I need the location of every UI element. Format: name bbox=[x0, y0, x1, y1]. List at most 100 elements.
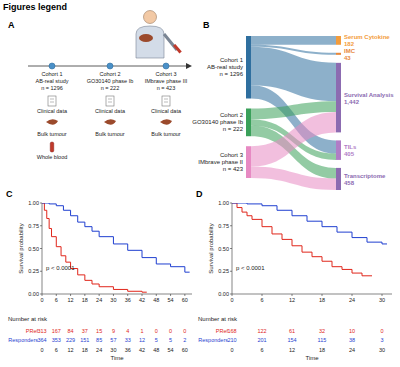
panel-label: A bbox=[8, 20, 15, 30]
source-node bbox=[246, 108, 251, 136]
y-tick bbox=[230, 271, 232, 272]
risk-count: 9 bbox=[112, 328, 115, 334]
risk-count: 167 bbox=[52, 328, 61, 334]
y-tick bbox=[40, 248, 42, 249]
curves bbox=[42, 203, 190, 292]
body bbox=[136, 26, 164, 58]
liver-icon bbox=[104, 119, 116, 125]
risk-time-label: 36 bbox=[125, 347, 131, 353]
cohort-text: AB-real study bbox=[35, 78, 68, 84]
x-tick bbox=[322, 294, 323, 296]
risk-time-label: 18 bbox=[319, 347, 325, 353]
x-axis-title: Time bbox=[305, 355, 319, 361]
risk-time-label: 60 bbox=[182, 347, 188, 353]
risk-count: 32 bbox=[319, 328, 325, 334]
x-tick-label: 6 bbox=[55, 297, 58, 303]
risk-count: 0 bbox=[169, 328, 172, 334]
target-node bbox=[336, 168, 341, 190]
y-axis-title: Survival probability bbox=[208, 223, 214, 273]
y-tick bbox=[230, 225, 232, 226]
risk-title: Number at risk bbox=[8, 316, 48, 322]
risk-count: 201 bbox=[257, 337, 266, 343]
x-tick bbox=[292, 294, 293, 296]
x-tick bbox=[170, 294, 171, 296]
sample-type: Clinical data bbox=[151, 108, 182, 114]
target-value: 458 bbox=[344, 180, 355, 186]
x-tick-label: 18 bbox=[319, 297, 325, 303]
x-tick bbox=[262, 294, 263, 296]
cohort-text: GO30140 phase Ib bbox=[87, 78, 133, 84]
target-value: 1,442 bbox=[344, 99, 360, 105]
risk-time-label: 6 bbox=[55, 347, 58, 353]
x-tick bbox=[352, 294, 353, 296]
document-line bbox=[108, 99, 112, 100]
x-tick bbox=[156, 294, 157, 296]
x-tick bbox=[382, 294, 383, 296]
liver bbox=[139, 34, 153, 42]
sample-type: Bulk tumour bbox=[37, 131, 67, 137]
panel-a: ACohort 1AB-real studyn = 1296Clinical d… bbox=[8, 11, 192, 161]
risk-count: 168 bbox=[227, 328, 236, 334]
document-line bbox=[164, 99, 168, 100]
x-tick bbox=[232, 294, 233, 296]
x-axis bbox=[42, 294, 192, 295]
x-tick bbox=[42, 294, 43, 296]
target-node bbox=[336, 140, 341, 160]
x-tick-label: 0 bbox=[230, 297, 233, 303]
y-tick bbox=[40, 203, 42, 204]
survival-curve bbox=[232, 203, 387, 244]
risk-count: 15 bbox=[96, 328, 102, 334]
p-value: p < 0.0001 bbox=[236, 265, 265, 271]
x-tick bbox=[113, 294, 114, 296]
target-value: 182 bbox=[344, 41, 355, 47]
y-tick-label: 0.50 bbox=[218, 246, 229, 252]
x-tick-label: 12 bbox=[68, 297, 74, 303]
x-tick-label: 30 bbox=[110, 297, 116, 303]
x-tick-label: 30 bbox=[379, 297, 385, 303]
risk-count: 229 bbox=[66, 337, 75, 343]
risk-time-label: 6 bbox=[260, 347, 263, 353]
document-icon bbox=[48, 96, 56, 106]
x-tick bbox=[99, 294, 100, 296]
risk-count: 0 bbox=[380, 328, 383, 334]
y-tick-label: 1.00 bbox=[218, 200, 229, 206]
survival-curve bbox=[42, 203, 147, 292]
x-tick-label: 60 bbox=[182, 297, 188, 303]
head bbox=[144, 11, 157, 24]
risk-count: 0 bbox=[183, 328, 186, 334]
source-label: n = 222 bbox=[223, 126, 244, 132]
target-node bbox=[336, 36, 341, 45]
risk-time-label: 24 bbox=[349, 347, 355, 353]
y-tick-label: 0.50 bbox=[28, 246, 39, 252]
target-value: 43 bbox=[344, 55, 351, 61]
liver-icon bbox=[46, 119, 58, 125]
y-tick bbox=[40, 271, 42, 272]
x-tick-label: 0 bbox=[40, 297, 43, 303]
sample-type: Whole blood bbox=[37, 154, 68, 160]
risk-count: 57 bbox=[110, 337, 116, 343]
risk-time-label: 30 bbox=[379, 347, 385, 353]
target-label: IMC bbox=[344, 48, 356, 54]
target-value: 405 bbox=[344, 151, 355, 157]
risk-time-label: 18 bbox=[82, 347, 88, 353]
cohort-dot bbox=[163, 63, 169, 69]
patient-icon bbox=[136, 11, 182, 59]
x-tick-label: 36 bbox=[125, 297, 131, 303]
flow bbox=[251, 36, 336, 45]
source-label: Cohort 3 bbox=[220, 152, 244, 158]
document-icon bbox=[106, 96, 114, 106]
source-label: Cohort 1 bbox=[220, 57, 244, 63]
risk-count: 38 bbox=[349, 337, 355, 343]
x-tick bbox=[184, 294, 185, 296]
x-tick bbox=[56, 294, 57, 296]
y-tick-label: 0.75 bbox=[218, 223, 229, 229]
risk-count: 364 bbox=[37, 337, 46, 343]
risk-count: 85 bbox=[96, 337, 102, 343]
target-label: TILs bbox=[344, 144, 357, 150]
risk-time-label: 12 bbox=[68, 347, 74, 353]
target-node bbox=[336, 53, 341, 55]
figure: Figures legendACohort 1AB-real studyn = … bbox=[0, 0, 400, 367]
risk-count: 4 bbox=[126, 328, 129, 334]
risk-time-label: 54 bbox=[168, 347, 174, 353]
target-node bbox=[336, 63, 341, 133]
